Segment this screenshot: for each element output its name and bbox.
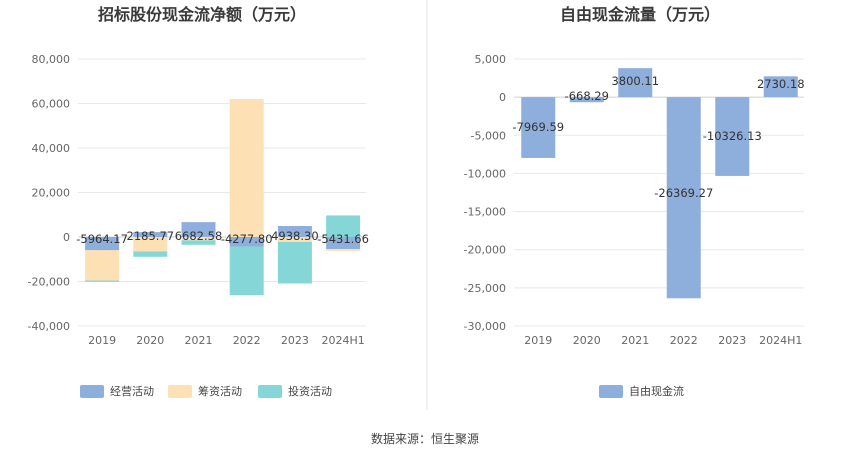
x-tick-label: 2021: [621, 334, 649, 347]
y-tick-label: -30,000: [464, 320, 506, 333]
data-label: -5964.17: [76, 232, 128, 246]
bar-series1-2021[interactable]: [181, 237, 216, 241]
bar-series1-2019[interactable]: [85, 250, 120, 281]
bar-series0-2022[interactable]: [229, 237, 264, 247]
left-chart: 招标股份现金流净额（万元） 80,00060,00040,00020,0000-…: [28, 5, 369, 398]
data-label: 3800.11: [611, 74, 659, 88]
data-label: -668.29: [565, 89, 609, 103]
bar-2023[interactable]: [715, 97, 750, 176]
y-tick-label: 80,000: [32, 53, 71, 66]
data-label: -26369.27: [654, 186, 713, 200]
y-tick-label: -40,000: [28, 320, 70, 333]
x-tick-label: 2024H1: [321, 334, 364, 347]
right-y-axis: 5,000 0 -5,000 -10,000 -15,000 -20,000 -25,000…: [464, 53, 506, 333]
legend-swatch: [80, 385, 104, 398]
bar-2022[interactable]: [666, 97, 701, 299]
data-label: 2730.18: [757, 77, 805, 91]
x-tick-label: 2023: [281, 334, 309, 347]
right-x-axis: 2019 2020 2021 2022 2023 2024H1: [524, 334, 802, 347]
y-tick-label: 20,000: [32, 187, 71, 200]
y-tick-label: 5,000: [475, 53, 507, 66]
bar-series1-2020[interactable]: [133, 237, 168, 252]
right-chart-title: 自由现金流量（万元）: [560, 5, 720, 24]
legend-label: 自由现金流: [629, 384, 684, 398]
y-tick-label: -5,000: [471, 129, 506, 142]
legend-item[interactable]: 自由现金流: [599, 384, 684, 398]
data-label: -7969.59: [512, 120, 564, 134]
bar-series0-2020[interactable]: [133, 232, 168, 237]
left-x-axis: 2019 2020 2021 2022 2023 2024H1: [88, 334, 365, 347]
bar-series2-2023[interactable]: [277, 241, 312, 284]
x-tick-label: 2023: [718, 334, 746, 347]
y-tick-label: 0: [63, 231, 70, 244]
left-chart-title: 招标股份现金流净额（万元）: [98, 5, 306, 24]
x-tick-label: 2019: [524, 334, 552, 347]
left-gridlines: [78, 58, 366, 327]
y-tick-label: 60,000: [32, 98, 71, 111]
y-tick-label: -15,000: [464, 206, 506, 219]
bar-series2-2024H1[interactable]: [326, 215, 361, 237]
legend-item[interactable]: 经营活动: [80, 384, 154, 398]
data-label: 4938.30: [271, 229, 319, 243]
bar-series1-2022[interactable]: [229, 99, 264, 237]
y-tick-label: -20,000: [464, 244, 506, 257]
y-tick-label: -10,000: [464, 167, 506, 180]
legend-swatch: [168, 385, 192, 398]
legend-label: 经营活动: [110, 384, 154, 398]
data-source-note: 数据来源：恒生聚源: [370, 432, 479, 446]
y-tick-label: -25,000: [464, 282, 506, 295]
bar-series0-2024H1[interactable]: [326, 237, 361, 250]
bar-series1-2024H1[interactable]: [326, 249, 361, 251]
x-tick-label: 2020: [573, 334, 601, 347]
bar-2019[interactable]: [521, 97, 556, 158]
x-tick-label: 2021: [185, 334, 213, 347]
right-chart: 自由现金流量（万元） 5,000 0 -5,000 -10,000 -15,000 -20…: [464, 5, 805, 398]
data-label: 6682.58: [175, 229, 223, 243]
bar-2024H1[interactable]: [763, 76, 798, 98]
x-tick-label: 2024H1: [759, 334, 802, 347]
data-label: -10326.13: [703, 129, 762, 143]
left-legend[interactable]: 经营活动 筹资活动 投资活动: [80, 384, 332, 398]
bar-series2-2021[interactable]: [181, 240, 216, 245]
bar-2020[interactable]: [569, 97, 604, 103]
x-tick-label: 2022: [670, 334, 698, 347]
bar-series0-2019[interactable]: [85, 237, 120, 251]
data-label: 2185.77: [127, 229, 175, 243]
legend-item[interactable]: 筹资活动: [168, 384, 242, 398]
right-gridlines: [514, 58, 804, 327]
legend-swatch: [258, 385, 282, 398]
left-bars: [85, 99, 361, 296]
y-tick-label: 40,000: [32, 142, 71, 155]
legend-item[interactable]: 投资活动: [258, 384, 332, 398]
right-legend[interactable]: 自由现金流: [599, 384, 684, 398]
bar-series2-2019[interactable]: [85, 280, 120, 282]
right-bars: [521, 68, 798, 299]
legend-label: 筹资活动: [198, 384, 242, 398]
bar-series2-2022[interactable]: [229, 246, 264, 296]
x-tick-label: 2019: [88, 334, 116, 347]
legend-label: 投资活动: [288, 384, 332, 398]
bar-series0-2023[interactable]: [277, 226, 312, 237]
x-tick-label: 2022: [233, 334, 261, 347]
data-label: -5431.66: [317, 232, 369, 246]
y-tick-label: -20,000: [28, 276, 70, 289]
bar-series2-2020[interactable]: [133, 251, 168, 257]
bar-series1-2023[interactable]: [277, 237, 312, 242]
data-label: -4277.80: [221, 232, 273, 246]
x-tick-label: 2020: [136, 334, 164, 347]
left-y-axis: 80,000 60,000 40,000 20,000 0 -20,000 -40,000: [28, 53, 70, 333]
legend-swatch: [599, 385, 623, 398]
y-tick-label: 0: [499, 91, 506, 104]
bar-2021[interactable]: [618, 68, 653, 98]
bar-series0-2021[interactable]: [181, 222, 216, 237]
